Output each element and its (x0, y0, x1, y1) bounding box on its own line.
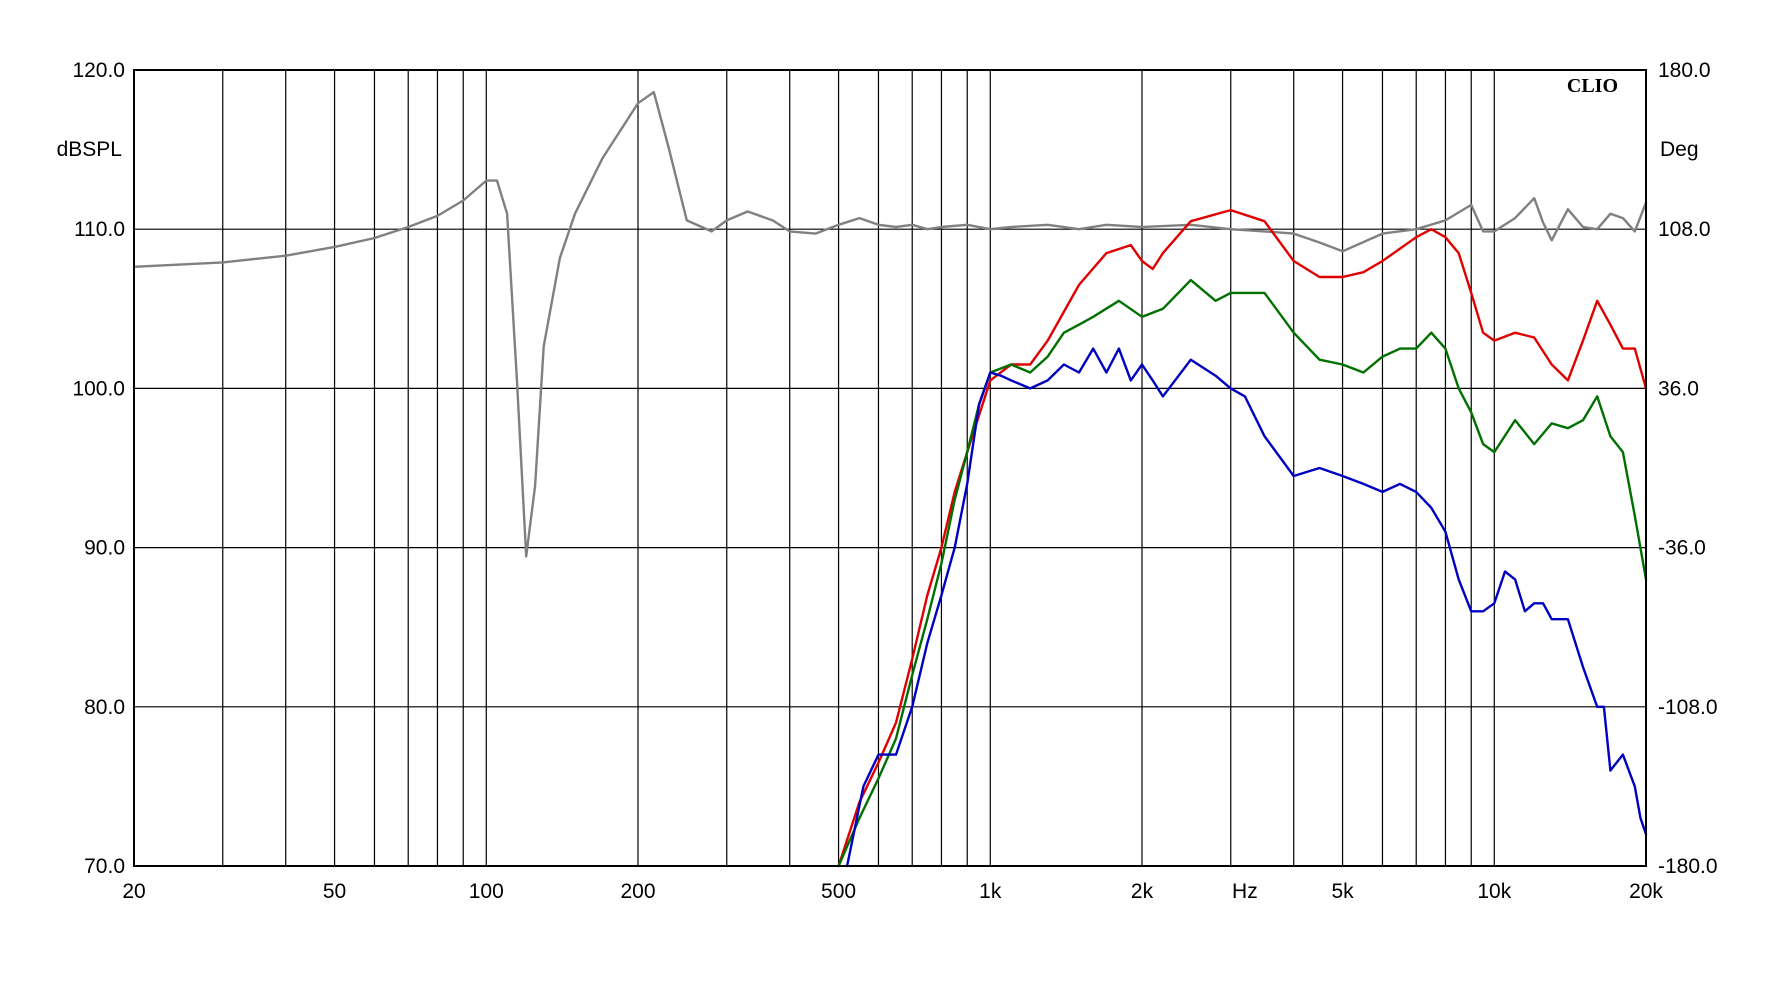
series-line-1 (132, 90, 1648, 558)
y-left-tick-label: 70.0 (84, 855, 125, 878)
y-axis-left-label: dBSPL (57, 138, 122, 161)
grid (134, 69, 1646, 867)
x-tick-label: 500 (821, 880, 856, 903)
series-line-4 (845, 347, 1648, 868)
y-axis-right-tick-labels: -180.0 -108.0 -36.0 36.0 108.0 180.0 (1658, 59, 1718, 878)
y-right-tick-label: 36.0 (1658, 377, 1699, 400)
y-right-tick-label: -180.0 (1658, 855, 1718, 878)
y-axis-left-tick-labels: 70.0 80.0 90.0 100.0 110.0 120.0 (72, 59, 125, 878)
y-left-tick-label: 80.0 (84, 696, 125, 719)
y-right-tick-label: 180.0 (1658, 59, 1711, 82)
x-tick-label: 200 (620, 880, 655, 903)
x-axis-tick-labels: 20 50 100 200 500 1k 2k 5k 10k 20k Hz (122, 880, 1663, 903)
x-tick-label: 50 (323, 880, 346, 903)
plot-frame (133, 69, 1647, 867)
x-axis-label: Hz (1232, 880, 1258, 903)
y-right-tick-label: -108.0 (1658, 696, 1718, 719)
x-tick-label: 10k (1477, 880, 1511, 903)
y-right-tick-label: -36.0 (1658, 537, 1706, 560)
y-left-tick-label: 120.0 (72, 59, 125, 82)
y-left-tick-label: 100.0 (72, 377, 125, 400)
series-line-3 (837, 278, 1648, 868)
series-layer (132, 90, 1648, 868)
x-tick-label: 20k (1629, 880, 1663, 903)
y-axis-right-label: Deg (1660, 138, 1699, 161)
x-tick-label: 5k (1331, 880, 1354, 903)
x-tick-label: 20 (122, 880, 145, 903)
y-right-tick-label: 108.0 (1658, 218, 1711, 241)
y-left-tick-label: 90.0 (84, 537, 125, 560)
x-tick-label: 1k (979, 880, 1002, 903)
series-line-2 (837, 208, 1648, 868)
brand-logo: CLIO (1567, 75, 1618, 97)
x-tick-label: 100 (469, 880, 504, 903)
x-tick-label: 2k (1131, 880, 1154, 903)
y-left-tick-label: 110.0 (74, 218, 125, 241)
